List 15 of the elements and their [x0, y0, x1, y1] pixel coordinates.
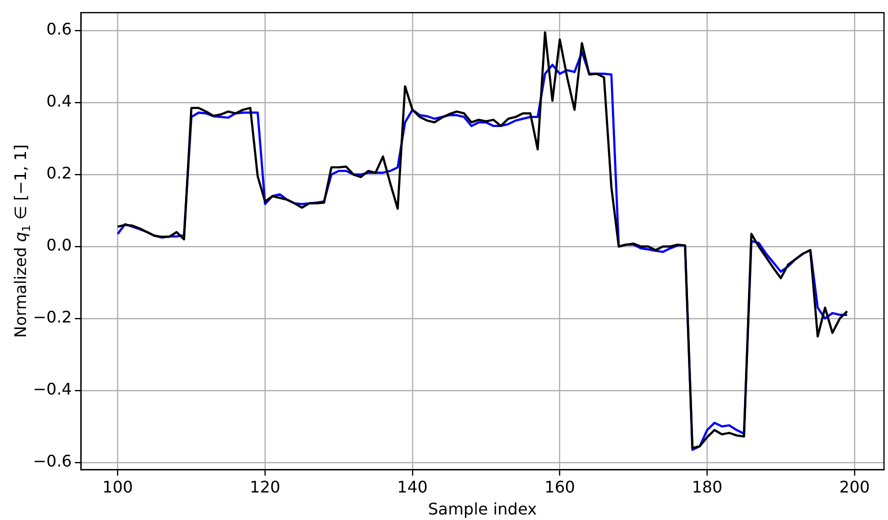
- x-tick-label: 180: [692, 477, 722, 496]
- x-tick-label: 160: [544, 477, 576, 496]
- x-tick-label: 100: [102, 477, 133, 496]
- x-tick-label: 200: [839, 477, 870, 496]
- x-tick-label: 120: [250, 477, 280, 496]
- x-axis-title: Sample index: [428, 500, 537, 519]
- y-tick-label: 0.2: [46, 164, 72, 183]
- y-axis-title: Normalized q1 ∈ [−1, 1]: [11, 144, 33, 338]
- y-tick-label: −0.4: [32, 380, 72, 399]
- y-tick-label: −0.2: [32, 308, 72, 327]
- y-tick-label: 0.4: [46, 92, 72, 111]
- y-tick-label: 0.0: [46, 236, 72, 255]
- y-tick-label: 0.6: [46, 20, 72, 39]
- x-tick-label: 140: [397, 477, 428, 496]
- y-tick-label: −0.6: [32, 452, 72, 471]
